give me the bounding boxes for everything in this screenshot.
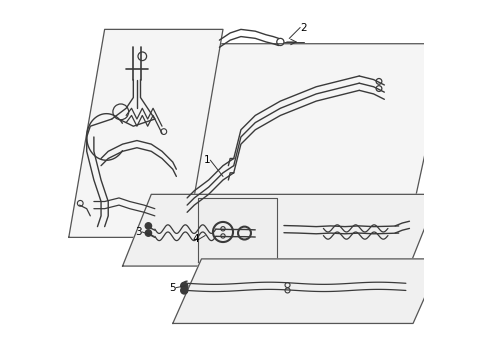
Circle shape (180, 287, 187, 294)
Text: 2: 2 (300, 23, 306, 33)
Polygon shape (69, 30, 223, 237)
Polygon shape (172, 259, 441, 323)
Circle shape (145, 223, 151, 229)
Text: 5: 5 (169, 283, 176, 293)
Text: 4: 4 (192, 234, 198, 244)
Polygon shape (183, 44, 448, 209)
Polygon shape (122, 194, 437, 266)
Text: 3: 3 (135, 227, 142, 237)
Text: 1: 1 (203, 155, 210, 165)
Polygon shape (198, 198, 276, 262)
Circle shape (180, 282, 187, 289)
Circle shape (145, 230, 151, 236)
